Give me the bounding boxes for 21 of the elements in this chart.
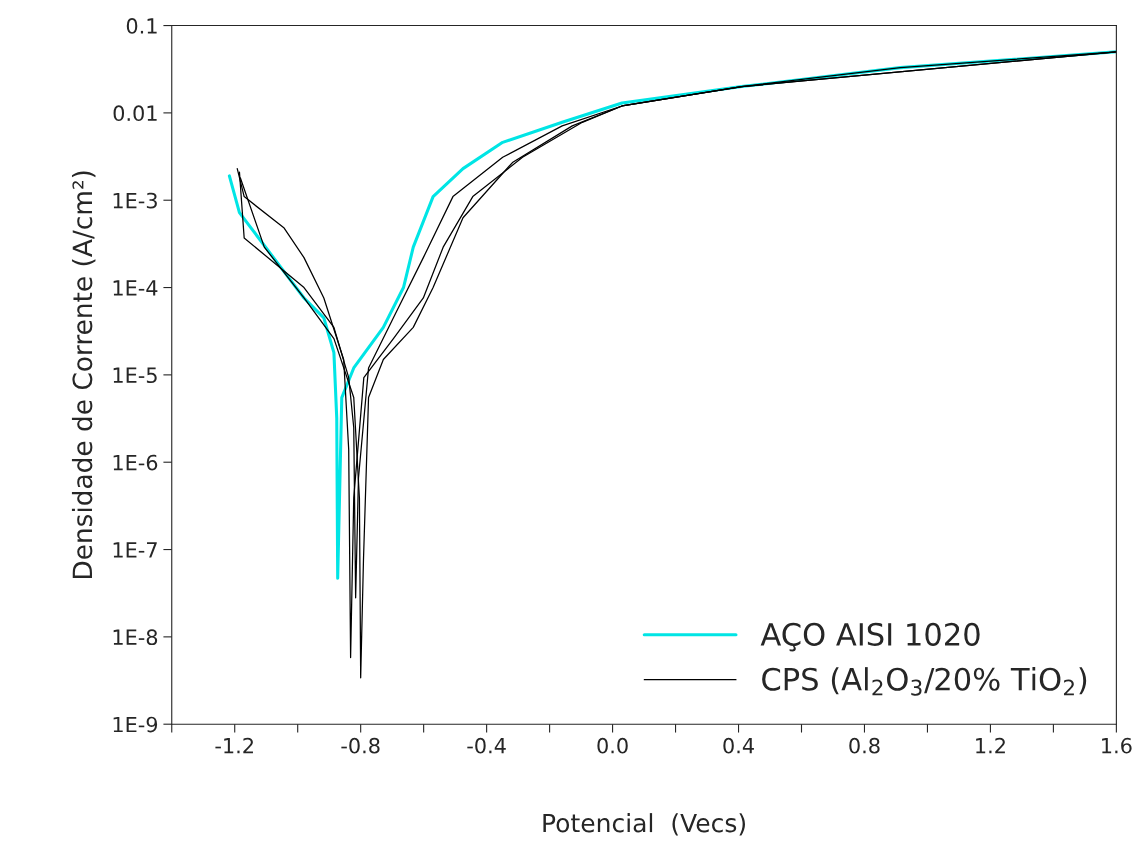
y-tick-label: 0.01 (113, 105, 157, 122)
y-tick-label: 1E-5 (113, 367, 157, 384)
legend-label: CPS (Al$_{2}$O$_{3}$/20% TiO$_{2}$) (762, 667, 1087, 696)
y-tick-label: 1E-3 (113, 192, 157, 209)
y-tick-label: 1E-8 (113, 629, 158, 646)
y-tick-label: 1E-9 (113, 716, 158, 733)
x-tick-label: 0.0 (597, 737, 628, 754)
y-tick-label: 1E-4 (113, 280, 158, 296)
y-tick-label: 1E-6 (113, 454, 158, 471)
x-tick-label: -0.8 (341, 737, 380, 754)
y-tick-label: 0.1 (126, 18, 157, 34)
x-tick-label: -1.2 (215, 737, 253, 754)
x-tick-label: 0.4 (723, 737, 754, 754)
legend-label: AÇO AISI 1020 (760, 622, 980, 652)
x-tick-label: 0.8 (849, 737, 880, 754)
x-tick-label: -0.4 (467, 737, 506, 754)
y-tick-label: 1E-7 (113, 542, 157, 558)
x-tick-label: 1.6 (1102, 737, 1132, 754)
y-axis-title: Densidade de Corrente (A/cm²) (71, 171, 96, 579)
x-tick-label: 1.2 (976, 737, 1005, 754)
x-axis-title: Potencial (Vecs) (543, 813, 745, 836)
